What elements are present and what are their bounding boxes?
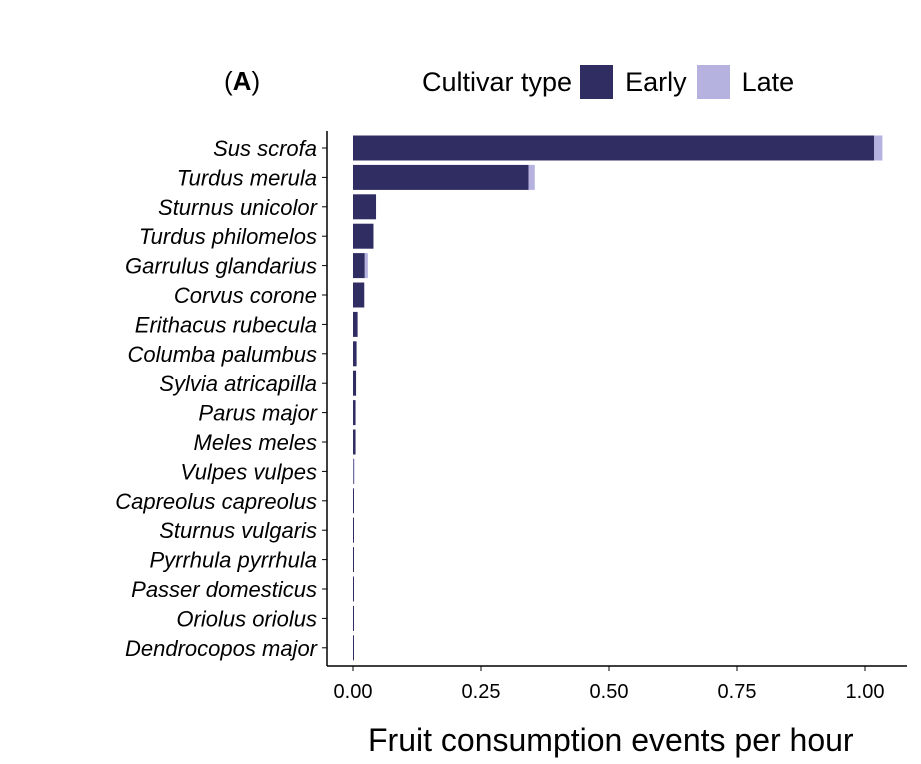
y-tick-label-oriolus-oriolus: Oriolus oriolus	[176, 606, 317, 631]
y-tick-label-sylvia-atricapilla: Sylvia atricapilla	[159, 371, 317, 396]
y-tick-label-vulpes-vulpes: Vulpes vulpes	[180, 459, 317, 484]
y-tick-label-parus-major: Parus major	[198, 401, 318, 426]
y-tick-label-erithacus-rubecula: Erithacus rubecula	[135, 312, 317, 337]
panel-label-open: (	[224, 66, 233, 96]
x-tick-label-1: 0.25	[462, 681, 501, 703]
bar-late-sus-scrofa	[874, 135, 883, 161]
legend-entry-late: Late	[696, 65, 795, 99]
legend-label-late: Late	[741, 66, 795, 97]
legend-entry-early: Early	[580, 65, 687, 99]
bar-early-garrulus-glandarius	[353, 253, 365, 279]
panel-label-close: )	[251, 66, 261, 96]
bar-late-turdus-merula	[528, 164, 535, 190]
x-axis-label: Fruit consumption events per hour	[368, 722, 854, 758]
legend: Cultivar type Early Late	[422, 62, 804, 102]
bar-early-sylvia-atricapilla	[353, 370, 357, 396]
legend-swatch-late	[696, 65, 730, 99]
bar-early-vulpes-vulpes	[353, 458, 354, 484]
x-tick-label-2: 0.50	[590, 681, 629, 703]
x-tick-label-3: 0.75	[718, 681, 757, 703]
y-tick-label-meles-meles: Meles meles	[194, 430, 317, 455]
panel-label: (A)	[224, 66, 260, 97]
bar-early-sturnus-unicolor	[353, 194, 377, 220]
panel-label-letter: A	[232, 66, 252, 96]
y-tick-label-passer-domesticus: Passer domesticus	[131, 577, 317, 602]
y-tick-label-sus-scrofa: Sus scrofa	[213, 136, 317, 161]
y-tick-label-sturnus-unicolor: Sturnus unicolor	[158, 195, 319, 220]
y-tick-label-corvus-corone: Corvus corone	[174, 283, 317, 308]
y-tick-label-columba-palumbus: Columba palumbus	[127, 342, 317, 367]
bar-early-dendrocopos-major	[353, 635, 354, 661]
y-tick-label-pyrrhula-pyrrhula: Pyrrhula pyrrhula	[149, 548, 317, 573]
bar-early-turdus-philomelos	[353, 223, 374, 249]
bar-early-passer-domesticus	[353, 576, 354, 602]
bar-early-parus-major	[353, 400, 356, 426]
legend-label-early: Early	[625, 66, 687, 97]
bar-early-capreolus-capreolus	[353, 488, 354, 514]
bar-early-turdus-merula	[353, 164, 529, 190]
y-tick-label-dendrocopos-major: Dendrocopos major	[125, 636, 319, 661]
y-tick-label-garrulus-glandarius: Garrulus glandarius	[125, 254, 317, 279]
y-tick-label-capreolus-capreolus: Capreolus capreolus	[115, 489, 317, 514]
legend-title: Cultivar type	[422, 66, 573, 97]
bar-early-sus-scrofa	[353, 135, 875, 161]
bar-early-erithacus-rubecula	[353, 311, 358, 337]
y-tick-label-sturnus-vulgaris: Sturnus vulgaris	[159, 518, 317, 543]
bar-early-corvus-corone	[353, 282, 365, 308]
bar-early-meles-meles	[353, 429, 356, 455]
bar-late-vulpes-vulpes	[353, 458, 355, 484]
bar-early-oriolus-oriolus	[353, 605, 354, 631]
bar-late-garrulus-glandarius	[364, 253, 368, 279]
y-tick-label-turdus-merula: Turdus merula	[177, 165, 317, 190]
legend-swatch-early	[580, 65, 614, 99]
y-tick-label-turdus-philomelos: Turdus philomelos	[139, 224, 317, 249]
x-tick-label-4: 1.00	[846, 681, 885, 703]
bar-early-columba-palumbus	[353, 341, 357, 367]
bar-early-sturnus-vulgaris	[353, 517, 354, 543]
bar-early-pyrrhula-pyrrhula	[353, 547, 354, 573]
x-tick-label-0: 0.00	[334, 681, 373, 703]
